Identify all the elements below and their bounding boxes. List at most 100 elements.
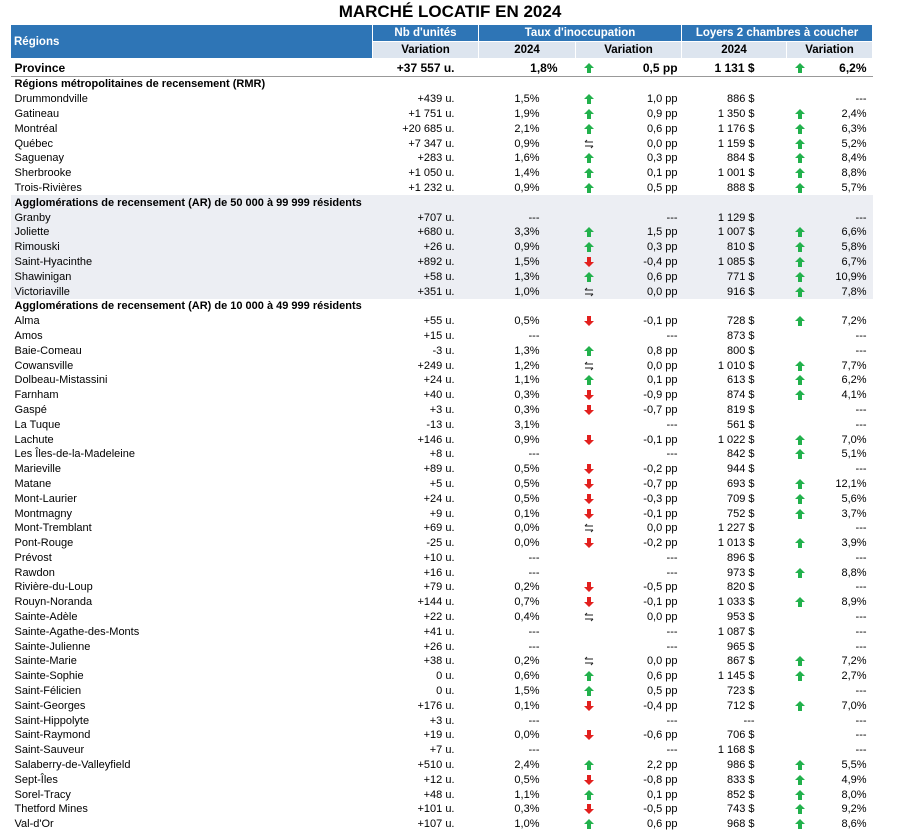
rent-2024: 833 $ — [727, 773, 755, 786]
vacancy-variation: 2,2 pp — [646, 759, 678, 772]
rent-arrow — [787, 388, 813, 403]
vacancy-arrow — [576, 521, 602, 536]
table-row: Sainte-Adèle +22 u. 0,4% 0,0 pp 953 $ --- — [11, 610, 873, 625]
rent-variation: 7,8% — [812, 284, 873, 299]
vacancy-rate: 0,1% — [514, 699, 540, 712]
table-row: Rivière-du-Loup +79 u. 0,2% -0,5 pp 820 $ --- — [11, 580, 873, 595]
table-row: La Tuque -13 u. 3,1% --- 561 $ --- — [11, 417, 873, 432]
rent-2024: 842 $ — [727, 448, 755, 461]
units-variation: +8 u. — [429, 448, 455, 461]
arrow-shape — [794, 108, 805, 119]
rent-arrow — [787, 713, 813, 728]
vacancy-rate: 0,0% — [514, 522, 540, 535]
region-name: Saint-Félicien — [14, 685, 82, 698]
rent-2024: 1 033 $ — [717, 596, 755, 609]
arrow-down — [583, 730, 594, 741]
region-name: Sorel-Tracy — [14, 788, 71, 801]
vacancy-variation: -0,1 pp — [643, 315, 678, 328]
rent-variation: --- — [812, 210, 873, 225]
vacancy-variation: -0,1 pp — [643, 596, 678, 609]
arrow-shape — [794, 242, 805, 253]
arrow-shape — [794, 168, 805, 179]
units-variation: 0 u. — [436, 685, 455, 698]
arrow-up — [583, 686, 594, 697]
arrow-eq — [584, 523, 593, 533]
vacancy-variation: --- — [601, 210, 682, 225]
vacancy-rate: 0,3% — [514, 403, 540, 416]
arrow-shape — [584, 139, 593, 148]
rent-arrow — [787, 92, 813, 107]
vacancy-variation: -0,7 pp — [643, 403, 678, 416]
rent-2024: 1 159 $ — [717, 137, 755, 150]
vacancy-rate: 0,3% — [514, 389, 540, 402]
units-variation: -3 u. — [432, 344, 455, 357]
rent-2024: 884 $ — [727, 152, 755, 165]
vacancy-rate: 1,3% — [478, 269, 576, 285]
rent-variation: 2,7% — [841, 670, 867, 683]
table-row: Saint-Hippolyte +3 u. --- --- --- --- — [11, 713, 873, 728]
arrow-up — [794, 774, 805, 785]
rent-variation: 8,6% — [841, 818, 867, 831]
vacancy-rate: --- — [528, 551, 540, 564]
arrow-shape — [583, 789, 594, 800]
arrow-shape — [794, 671, 805, 682]
vacancy-variation: -0,3 pp — [643, 492, 678, 505]
arrow-up — [583, 375, 594, 386]
rent-2024: 953 $ — [727, 611, 755, 624]
rent-2024: 1 145 $ — [717, 670, 755, 683]
rent-arrow — [787, 151, 813, 166]
units-variation: +7 347 u. — [408, 137, 455, 150]
vacancy-variation: 0,8 pp — [646, 344, 678, 357]
arrow-up — [794, 138, 805, 149]
region-name: Gaspé — [14, 403, 47, 416]
arrow-shape — [794, 390, 805, 401]
rent-variation: 7,2% — [841, 655, 867, 668]
vacancy-rate: 3,1% — [514, 418, 540, 431]
region-name: Sept-Îles — [14, 773, 58, 786]
region-name: Les Îles-de-la-Madeleine — [14, 448, 135, 461]
table-body: Province +37 557 u. 1,8% 0,5 pp 1 131 $6,2% R… — [10, 58, 873, 832]
vacancy-rate: 0,0% — [514, 537, 540, 550]
vacancy-arrow — [575, 58, 602, 77]
arrow-down — [583, 597, 594, 608]
rent-arrow — [786, 284, 813, 299]
table-row: Marieville +89 u. 0,5% -0,2 pp 944 $ --- — [11, 462, 873, 477]
arrow-shape — [794, 256, 805, 267]
vacancy-variation: 0,6 pp — [646, 670, 678, 683]
units-variation: -25 u. — [426, 537, 455, 550]
table-row: Sainte-Agathe-des-Monts +41 u. --- --- 1 087… — [11, 624, 873, 639]
table-row: Mont-Tremblant +69 u. 0,0% 0,0 pp 1 227 $ --- — [11, 521, 873, 536]
vacancy-rate: 1,0% — [514, 818, 540, 831]
region-name: Saint-Hippolyte — [14, 714, 90, 727]
vacancy-rate: 1,9% — [514, 107, 540, 120]
units-variation: +1 751 u. — [408, 107, 455, 120]
arrow-shape — [583, 819, 594, 830]
vacancy-rate: 1,6% — [514, 152, 540, 165]
rent-2024: 965 $ — [727, 640, 755, 653]
region-name: Montréal — [14, 122, 58, 135]
rent-arrow — [787, 432, 813, 447]
region-name: Sainte-Marie — [14, 655, 77, 668]
table-row: Gaspé +3 u. 0,3% -0,7 pp 819 $ --- — [11, 403, 873, 418]
vacancy-variation: -0,1 pp — [643, 507, 678, 520]
arrow-eq — [584, 361, 593, 370]
arrow-down — [583, 478, 594, 489]
arrow-shape — [583, 730, 594, 741]
vacancy-arrow — [575, 284, 602, 299]
arrow-shape — [794, 700, 805, 711]
table-row: Province +37 557 u. 1,8% 0,5 pp 1 131 $ 6,2% — [10, 58, 873, 77]
vacancy-variation: --- — [666, 566, 678, 579]
rent-2024: 886 $ — [727, 93, 755, 106]
table-row: Cowansville +249 u. 1,2% 0,0 pp 1 010 $ 7,7% — [11, 358, 873, 373]
region-name: Alma — [14, 315, 40, 328]
arrow-shape — [583, 345, 594, 356]
region-name: Shawinigan — [10, 269, 373, 285]
vacancy-arrow — [576, 388, 602, 403]
arrow-shape — [794, 227, 805, 238]
vacancy-variation: 0,0 pp — [646, 359, 678, 372]
rent-arrow — [787, 580, 813, 595]
region-name: Marieville — [14, 463, 61, 476]
rent-arrow — [787, 447, 813, 462]
vacancy-rate: 0,5% — [514, 463, 540, 476]
rent-arrow — [787, 698, 813, 713]
